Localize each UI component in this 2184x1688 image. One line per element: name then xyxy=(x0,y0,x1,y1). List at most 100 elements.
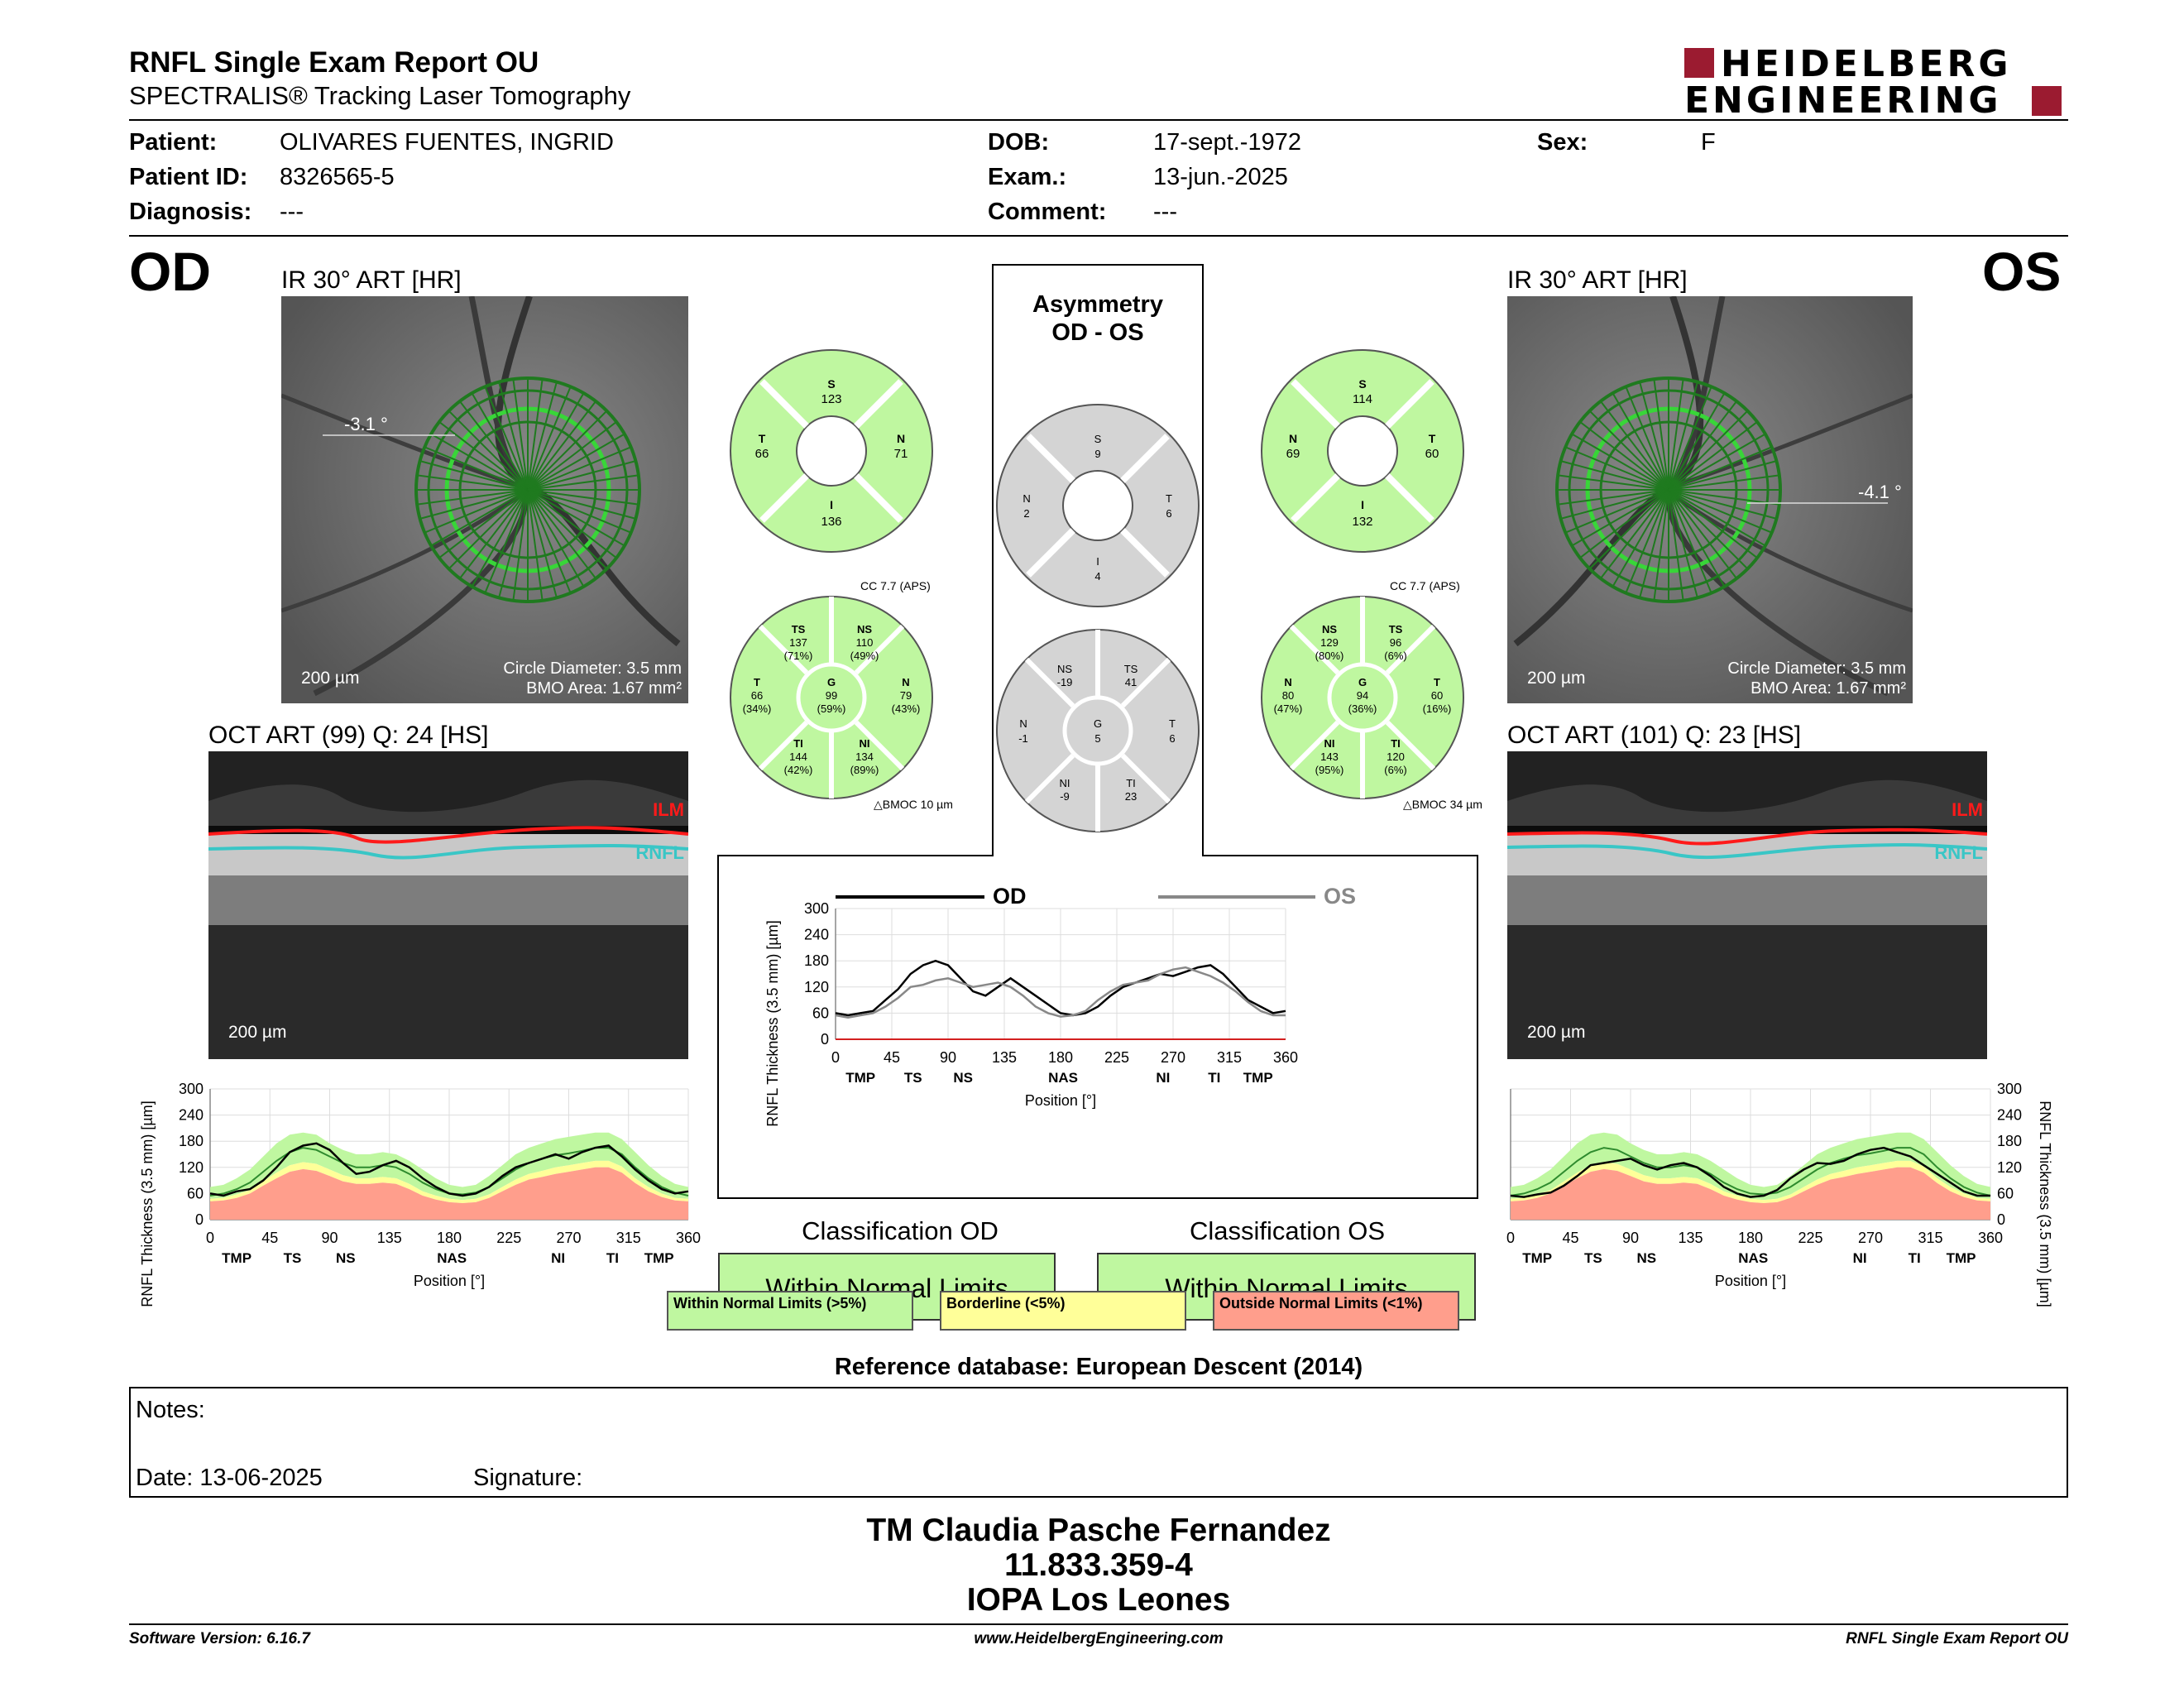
region-label: NI xyxy=(1853,1250,1867,1266)
x-tick-label: 270 xyxy=(1858,1230,1883,1246)
x-tick-label: 360 xyxy=(1978,1230,2003,1246)
y-tick-label: 60 xyxy=(187,1185,204,1201)
x-tick-label: 135 xyxy=(1678,1230,1703,1246)
scan-spoke xyxy=(527,489,639,506)
measured-line xyxy=(1510,1146,1990,1198)
scan-spoke xyxy=(527,489,632,534)
os-sector-6-circle: NS 129 (80%) TS 96 (6%) N 80 (47%) G 94 … xyxy=(1261,596,1464,799)
report-subtitle: SPECTRALIS® Tracking Laser Tomography xyxy=(129,81,631,110)
sex-label: Sex: xyxy=(1537,129,1588,156)
scan-spoke xyxy=(1600,489,1669,579)
od6-n-value: 79 xyxy=(900,689,912,702)
od6-t-value: 66 xyxy=(751,689,763,702)
sex-value: F xyxy=(1701,129,1716,156)
y-tick-label: 180 xyxy=(179,1133,204,1149)
scan-spoke xyxy=(1668,421,1758,491)
region-label: TS xyxy=(284,1250,302,1266)
scan-spoke xyxy=(1668,489,1766,547)
y-tick-label: 0 xyxy=(821,1031,829,1048)
svg-text:NI: NI xyxy=(860,737,870,750)
od-s-value: 123 xyxy=(821,392,841,406)
scan-spoke xyxy=(527,489,585,587)
reference-database: Reference database: European Descent (20… xyxy=(834,1354,1363,1380)
footer-divider xyxy=(129,1623,2068,1625)
scan-spoke xyxy=(1558,489,1669,506)
y-tick-label: 120 xyxy=(804,979,829,995)
diagnosis-label: Diagnosis: xyxy=(129,199,252,225)
region-label: NI xyxy=(1156,1070,1170,1086)
scan-spoke xyxy=(1668,446,1773,491)
od6-ni-value: 134 xyxy=(855,750,874,763)
od-t-value: 66 xyxy=(755,447,769,461)
legend-od-label: OD xyxy=(993,884,1027,909)
scan-spoke xyxy=(527,489,596,579)
od-bmoc-label: △BMOC 10 µm xyxy=(874,798,953,811)
os6-n-value: 80 xyxy=(1282,689,1294,702)
y-tick-label: 180 xyxy=(804,952,829,969)
asym-sector-4-circle: S 9 N 2 T 6 I 4 xyxy=(996,404,1200,607)
od-s-label: S xyxy=(827,377,835,391)
asym6-t-value: 6 xyxy=(1169,732,1175,745)
y-tick-label: 300 xyxy=(1997,1081,2022,1097)
signer-org: IOPA Los Leones xyxy=(966,1582,1231,1618)
measured-line xyxy=(209,1142,689,1197)
scan-spoke xyxy=(438,489,529,559)
x-tick-label: 45 xyxy=(884,1049,900,1066)
od-n-label: N xyxy=(897,432,905,445)
x-tick-label: 135 xyxy=(992,1049,1017,1066)
scan-spoke xyxy=(527,489,636,520)
x-tick-label: 270 xyxy=(556,1230,581,1246)
scan-spoke xyxy=(512,379,529,491)
region-label: NAS xyxy=(1738,1250,1768,1266)
svg-text:N: N xyxy=(1023,492,1030,505)
scan-spoke xyxy=(1612,392,1669,491)
region-label: NS xyxy=(336,1250,356,1266)
patient-id-value: 8326565-5 xyxy=(280,164,395,190)
scan-spoke xyxy=(527,489,544,601)
y-tick-label: 60 xyxy=(1997,1185,2014,1201)
exam-label: Exam.: xyxy=(988,164,1067,190)
region-label: TMP xyxy=(1243,1070,1273,1086)
svg-text:N: N xyxy=(1019,717,1027,730)
scan-spoke xyxy=(1668,392,1726,491)
scan-spoke xyxy=(438,421,529,491)
scan-spoke xyxy=(527,446,632,491)
x-tick-label: 45 xyxy=(261,1230,278,1246)
scan-spoke xyxy=(484,386,529,491)
diagnosis-value: --- xyxy=(280,199,304,225)
od6-t-pct: (34%) xyxy=(743,703,772,715)
region-label: NI xyxy=(551,1250,565,1266)
od6-ti-pct: (42%) xyxy=(784,764,813,776)
x-axis-title: Position [°] xyxy=(1025,1092,1096,1109)
scan-spoke xyxy=(498,381,529,491)
od-circle-diameter: Circle Diameter: 3.5 mm xyxy=(503,659,682,678)
scan-spoke xyxy=(527,421,617,491)
os-oct-title: OCT ART (101) Q: 23 [HS] xyxy=(1507,722,1802,749)
scan-spoke xyxy=(1668,489,1712,594)
region-label: TI xyxy=(1208,1070,1220,1086)
scan-spoke xyxy=(527,381,558,491)
scan-spoke xyxy=(417,474,529,491)
scan-spoke xyxy=(1668,381,1698,491)
svg-text:NS: NS xyxy=(1322,623,1337,635)
svg-text:G: G xyxy=(1094,717,1102,730)
os6-t-pct: (16%) xyxy=(1423,703,1452,715)
x-tick-label: 315 xyxy=(616,1230,641,1246)
y-tick-label: 240 xyxy=(804,927,829,943)
scan-spoke xyxy=(527,489,617,559)
scan-spoke xyxy=(471,392,529,491)
svg-text:TS: TS xyxy=(1124,663,1138,675)
asym6-ti-value: 23 xyxy=(1125,790,1137,803)
asym-i-value: 4 xyxy=(1094,570,1100,583)
x-tick-label: 360 xyxy=(1273,1049,1298,1066)
os6-ni-pct: (95%) xyxy=(1315,764,1344,776)
signer-id: 11.833.359-4 xyxy=(1004,1547,1193,1583)
classification-os-title: Classification OS xyxy=(1189,1216,1386,1245)
svg-text:TS: TS xyxy=(1389,623,1403,635)
scan-spoke xyxy=(527,400,596,491)
os6-t-value: 60 xyxy=(1431,689,1443,702)
scan-spoke xyxy=(1564,489,1669,534)
scan-spoke xyxy=(1668,489,1726,587)
